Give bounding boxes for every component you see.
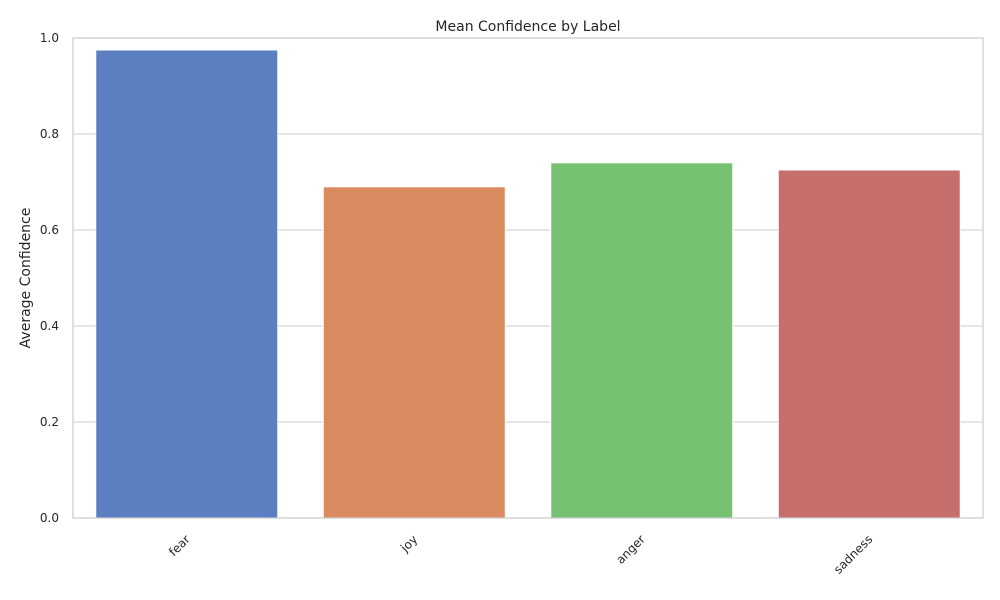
y-ticks: 0.0 0.2 0.4 0.6 0.8 1.0	[40, 31, 59, 525]
y-axis-label: Average Confidence	[18, 208, 34, 349]
y-tick-label: 0.6	[40, 223, 59, 237]
x-tick-label-fear: fear	[166, 532, 193, 559]
y-tick-label: 0.2	[40, 415, 59, 429]
y-tick-label: 1.0	[40, 31, 59, 45]
x-ticks: fear joy anger sadness	[166, 532, 875, 576]
bars-layer	[95, 49, 961, 519]
x-tick-label-sadness: sadness	[831, 532, 875, 576]
y-tick-label: 0.0	[40, 511, 59, 525]
bar-sadness	[777, 169, 961, 519]
plot-frame	[72, 37, 984, 519]
bar-joy	[322, 186, 506, 519]
x-tick-label-anger: anger	[613, 532, 648, 567]
y-tick-label: 0.4	[40, 319, 59, 333]
bar-fear	[95, 49, 279, 519]
x-tick-label-joy: joy	[397, 532, 420, 555]
y-tick-label: 0.8	[40, 127, 59, 141]
bar-anger	[550, 162, 734, 519]
chart-title: Mean Confidence by Label	[435, 19, 620, 35]
